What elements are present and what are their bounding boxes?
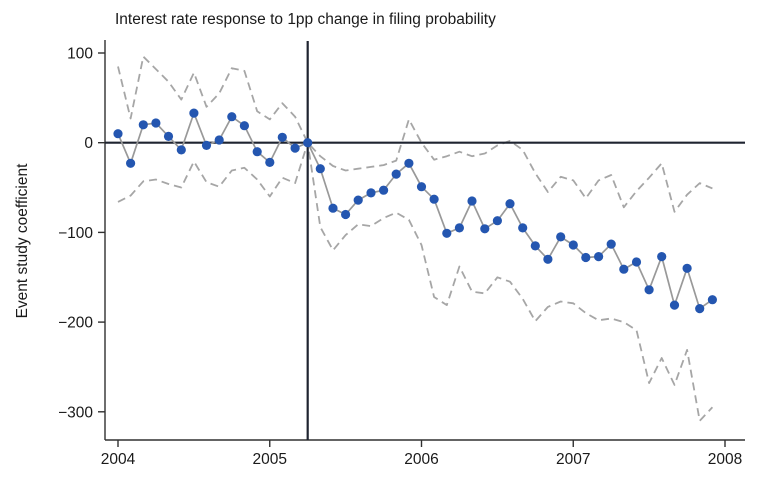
upper-ci-line — [117, 55, 713, 213]
data-point-marker — [366, 188, 376, 198]
data-point-marker — [669, 300, 680, 310]
data-point-marker — [126, 158, 136, 168]
data-point-marker — [619, 264, 629, 274]
data-point-marker — [606, 239, 616, 249]
data-point-marker — [416, 182, 427, 192]
data-point-marker — [492, 216, 502, 226]
data-point-marker — [707, 295, 718, 305]
y-axis-label: Event study coefficient — [14, 163, 31, 318]
lower-ci-line — [117, 141, 714, 422]
data-point-marker — [341, 209, 351, 220]
data-point-marker — [163, 131, 174, 141]
data-point-marker — [657, 252, 667, 262]
data-point-marker — [543, 254, 553, 264]
data-point-marker — [631, 257, 642, 267]
data-point-marker — [315, 164, 325, 174]
data-point-marker — [151, 118, 161, 128]
data-point-marker — [581, 252, 591, 263]
data-point-marker — [379, 185, 389, 195]
y-tick-label: −300 — [58, 404, 93, 421]
data-point-marker — [404, 158, 414, 168]
data-point-marker — [353, 195, 363, 205]
x-tick-label: 2008 — [708, 451, 742, 468]
y-tick-label: 0 — [84, 135, 93, 152]
data-point-marker — [594, 252, 604, 262]
x-tick-label: 2004 — [101, 451, 136, 468]
x-tick-label: 2007 — [556, 451, 590, 468]
data-point-marker — [442, 228, 452, 238]
data-point-marker — [682, 263, 692, 273]
data-point-marker — [391, 169, 401, 179]
data-point-marker — [429, 194, 439, 204]
y-tick-label: −100 — [58, 225, 93, 242]
data-point-marker — [505, 199, 515, 209]
chart-title: Interest rate response to 1pp change in … — [115, 11, 496, 28]
data-point-marker — [277, 132, 287, 142]
data-point-marker — [695, 304, 705, 314]
data-point-marker — [113, 129, 123, 139]
data-point-marker — [214, 135, 224, 145]
x-tick-label: 2005 — [253, 451, 287, 468]
data-point-marker — [644, 285, 654, 295]
data-point-marker — [303, 138, 313, 148]
data-point-marker — [467, 196, 477, 206]
data-point-marker — [480, 224, 490, 234]
data-point-marker — [252, 147, 262, 157]
data-point-marker — [518, 223, 528, 233]
data-point-marker — [454, 223, 464, 233]
data-point-marker — [265, 157, 275, 167]
data-point-marker — [556, 232, 566, 242]
x-tick-label: 2006 — [404, 451, 438, 468]
data-point-marker — [239, 121, 249, 131]
data-point-marker — [530, 241, 540, 251]
data-point-marker — [189, 108, 199, 118]
data-point-marker — [328, 203, 338, 213]
y-tick-label: −200 — [58, 315, 93, 332]
data-point-marker — [176, 145, 186, 155]
data-point-marker — [138, 120, 148, 130]
data-point-marker — [568, 240, 578, 250]
y-tick-label: 100 — [67, 46, 93, 63]
data-point-marker — [227, 112, 237, 122]
data-point-marker — [290, 143, 300, 153]
data-point-marker — [201, 140, 212, 150]
plot-area: 100 0 −100 −200 −300 2004 2005 2006 2007 2008 — [58, 40, 745, 468]
